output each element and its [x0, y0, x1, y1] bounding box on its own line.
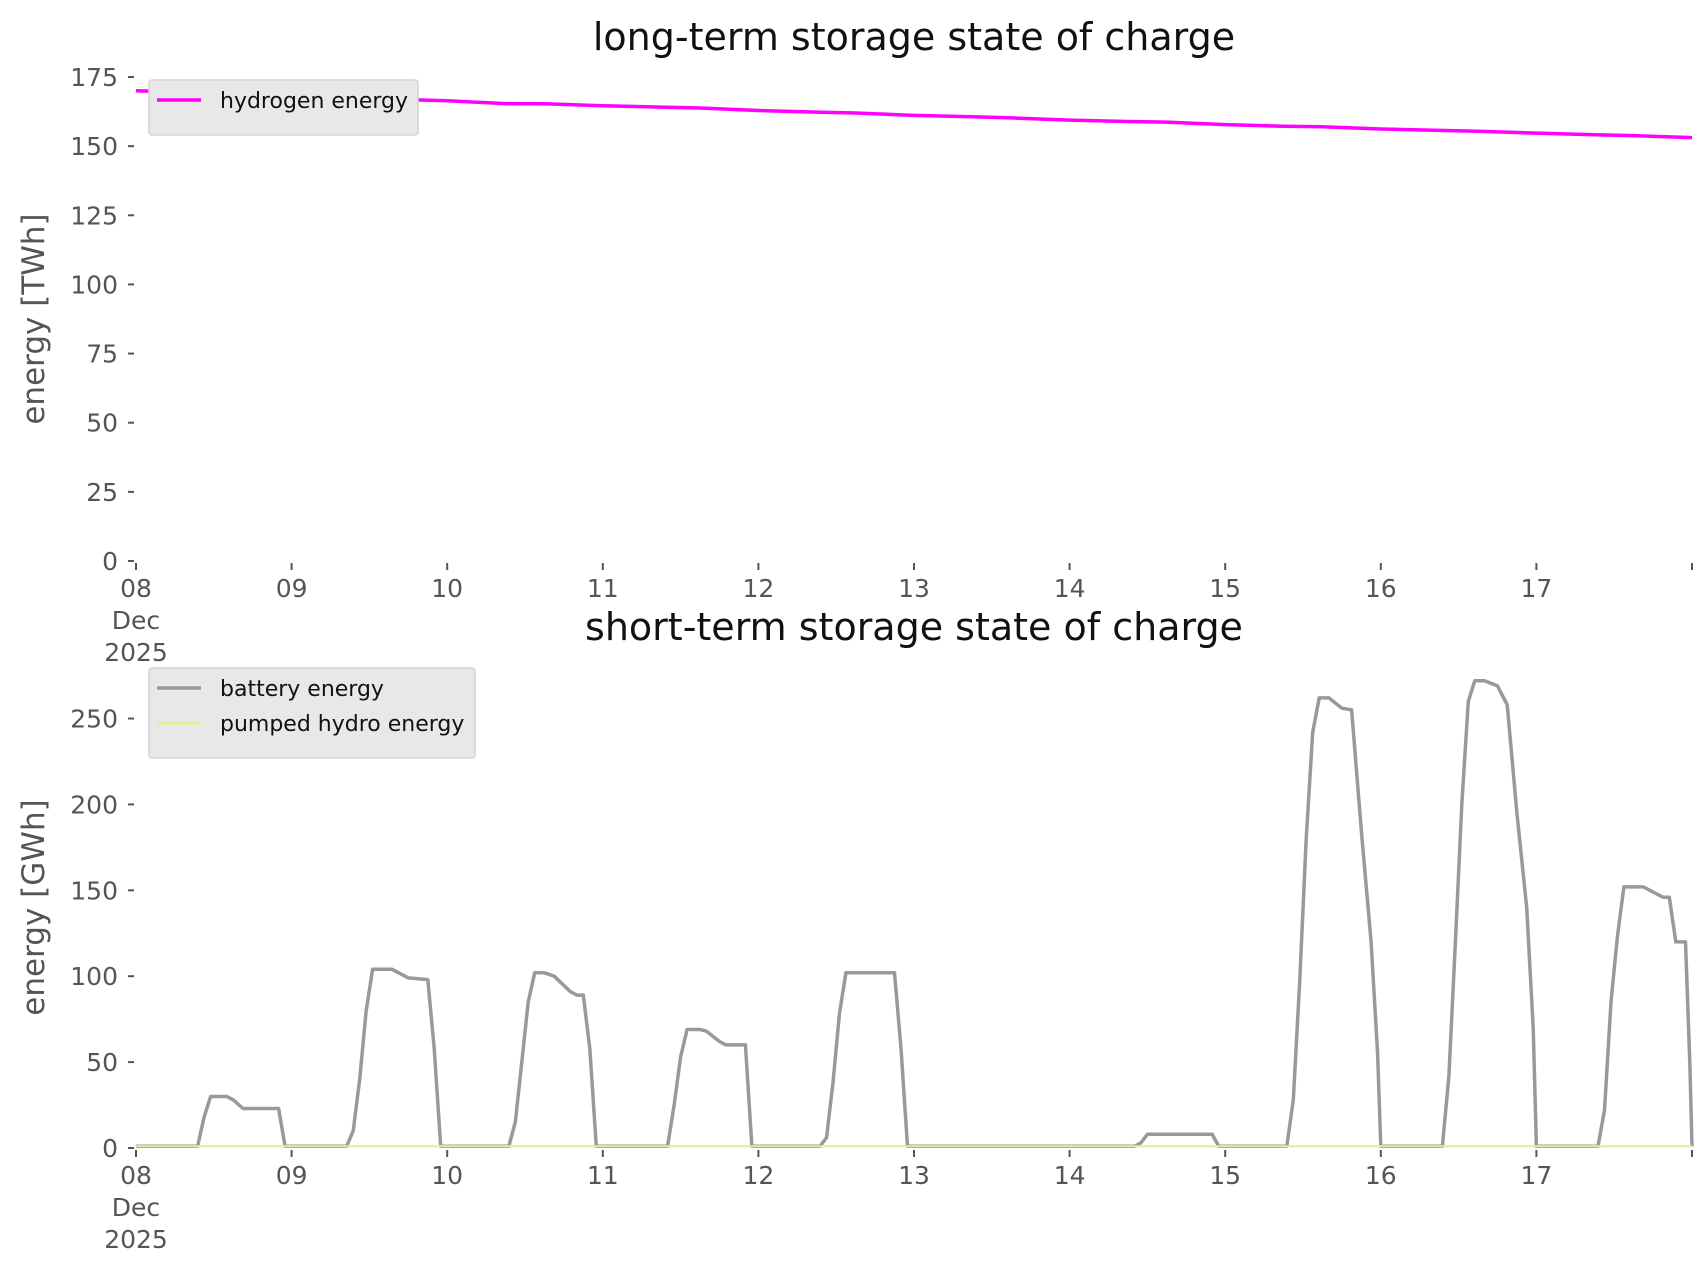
y-axis-label: energy [GWh] [16, 799, 52, 1015]
x-tick-label: 12 [742, 1161, 774, 1190]
series-line-battery-energy [136, 678, 1694, 1149]
y-tick-label: 0 [102, 1134, 118, 1163]
x-tick-label: 10 [431, 574, 463, 603]
x-tick-label: 15 [1209, 1161, 1241, 1190]
y-tick-label: 25 [86, 478, 118, 507]
x-tick-label: 09 [276, 1161, 308, 1190]
y-tick-label: 50 [86, 409, 118, 438]
y-tick-label: 175 [70, 63, 118, 92]
legend: hydrogen energy [148, 79, 419, 136]
y-tick-label: 75 [86, 340, 118, 369]
y-axis-ticks: 0 50 100 150 200 250 [70, 705, 134, 1163]
x-tick-label: 17 [1520, 1161, 1552, 1190]
chart-title: long-term storage state of charge [593, 15, 1235, 59]
x-tick-label: 08 Dec 2025 [104, 1161, 168, 1254]
y-tick-label: 150 [70, 132, 118, 161]
x-tick-label: 14 [1054, 574, 1086, 603]
y-tick-label: 250 [70, 705, 118, 734]
y-tick-label: 0 [102, 547, 118, 576]
y-tick-label: 50 [86, 1048, 118, 1077]
y-tick-label: 100 [70, 962, 118, 991]
chart-title: short-term storage state of charge [585, 605, 1243, 649]
legend-box [148, 667, 476, 759]
legend-label: battery energy [220, 677, 384, 702]
x-tick-label: 11 [587, 1161, 619, 1190]
series-layer [136, 678, 1694, 1149]
legend: battery energy pumped hydro energy [148, 667, 476, 759]
chart-short-term-storage: short-term storage state of charge energ… [16, 605, 1694, 1254]
x-tick-label: 08 Dec 2025 [104, 574, 168, 667]
x-tick-label: 09 [276, 574, 308, 603]
x-tick-label: 10 [431, 1161, 463, 1190]
x-tick-label: 13 [898, 1161, 930, 1190]
x-axis-ticks: 08 Dec 2025 09 10 11 12 13 14 15 16 17 [104, 1150, 1693, 1254]
legend-label: hydrogen energy [220, 89, 408, 114]
legend-label: pumped hydro energy [220, 712, 464, 737]
series-line-hydrogen-energy [135, 89, 1693, 140]
x-axis-ticks: 08 Dec 2025 09 10 11 12 13 14 15 16 17 [104, 563, 1693, 667]
x-tick-label: 13 [898, 574, 930, 603]
legend-box [148, 79, 419, 136]
y-tick-label: 150 [70, 876, 118, 905]
x-tick-label: 15 [1209, 574, 1241, 603]
y-axis-ticks: 0 25 50 75 100 125 150 175 [70, 63, 134, 576]
y-tick-label: 200 [70, 790, 118, 819]
x-tick-label: 17 [1520, 574, 1552, 603]
chart-long-term-storage: long-term storage state of charge energy… [16, 15, 1693, 667]
x-tick-label: 12 [742, 574, 774, 603]
x-tick-label: 16 [1365, 1161, 1397, 1190]
series-layer [135, 89, 1693, 140]
x-tick-label: 16 [1365, 574, 1397, 603]
y-axis-label: energy [TWh] [16, 213, 52, 424]
y-tick-label: 125 [70, 201, 118, 230]
y-tick-label: 100 [70, 270, 118, 299]
x-tick-label: 11 [587, 574, 619, 603]
x-tick-label: 14 [1054, 1161, 1086, 1190]
